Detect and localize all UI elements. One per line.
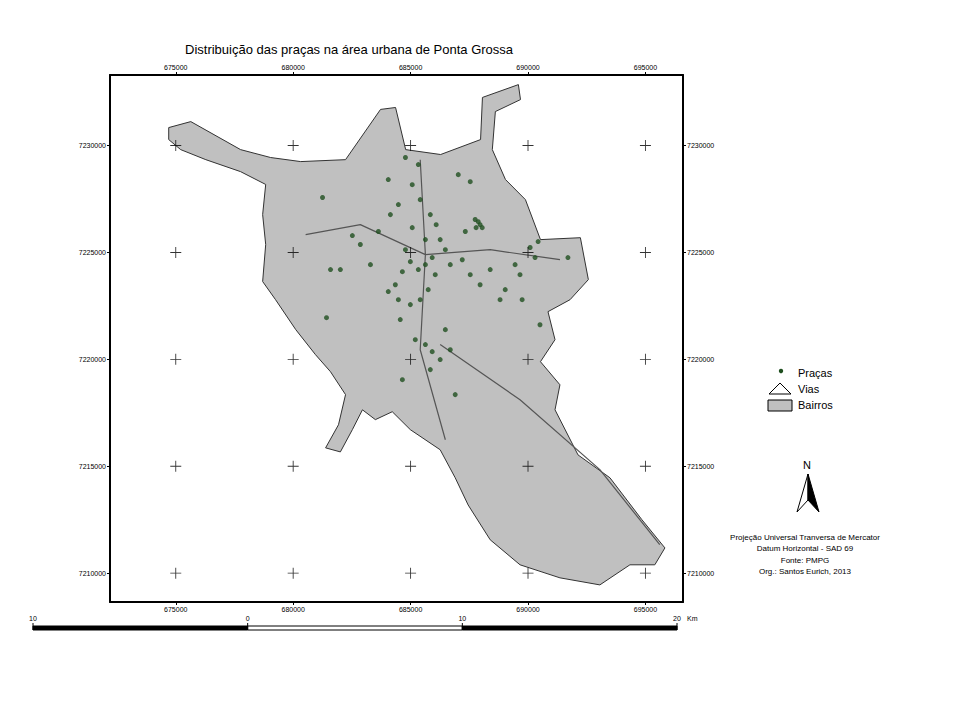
svg-text:7225000: 7225000 (79, 249, 106, 256)
svg-text:7210000: 7210000 (687, 570, 714, 577)
svg-text:680000: 680000 (281, 606, 304, 613)
svg-text:7230000: 7230000 (687, 142, 714, 149)
svg-text:7220000: 7220000 (687, 356, 714, 363)
svg-text:20: 20 (673, 615, 681, 622)
svg-text:7215000: 7215000 (687, 463, 714, 470)
svg-text:10: 10 (29, 615, 37, 622)
svg-text:695000: 695000 (634, 64, 657, 71)
svg-text:680000: 680000 (281, 64, 304, 71)
svg-text:Praças: Praças (798, 367, 833, 379)
svg-text:Km: Km (687, 615, 698, 622)
svg-text:Fonte: PMPG: Fonte: PMPG (781, 556, 829, 565)
svg-text:Distribuição das praças na áre: Distribuição das praças na área urbana d… (185, 42, 514, 57)
svg-text:685000: 685000 (399, 64, 422, 71)
svg-text:675000: 675000 (164, 606, 187, 613)
svg-text:675000: 675000 (164, 64, 187, 71)
svg-text:10: 10 (458, 615, 466, 622)
svg-text:7215000: 7215000 (79, 463, 106, 470)
svg-text:7210000: 7210000 (79, 570, 106, 577)
svg-text:N: N (803, 459, 811, 471)
svg-text:7225000: 7225000 (687, 249, 714, 256)
svg-text:0: 0 (246, 615, 250, 622)
svg-text:690000: 690000 (516, 606, 539, 613)
svg-text:Vias: Vias (798, 383, 820, 395)
svg-text:Bairros: Bairros (798, 399, 833, 411)
svg-text:Org.: Santos Eurich, 2013: Org.: Santos Eurich, 2013 (759, 567, 852, 576)
svg-text:Datum Horizontal - SAD 69: Datum Horizontal - SAD 69 (757, 544, 854, 553)
svg-text:Projeção Universal Tranversa d: Projeção Universal Tranversa de Mercator (730, 533, 880, 542)
svg-text:690000: 690000 (516, 64, 539, 71)
svg-text:7230000: 7230000 (79, 142, 106, 149)
svg-text:695000: 695000 (634, 606, 657, 613)
svg-text:685000: 685000 (399, 606, 422, 613)
svg-text:7220000: 7220000 (79, 356, 106, 363)
